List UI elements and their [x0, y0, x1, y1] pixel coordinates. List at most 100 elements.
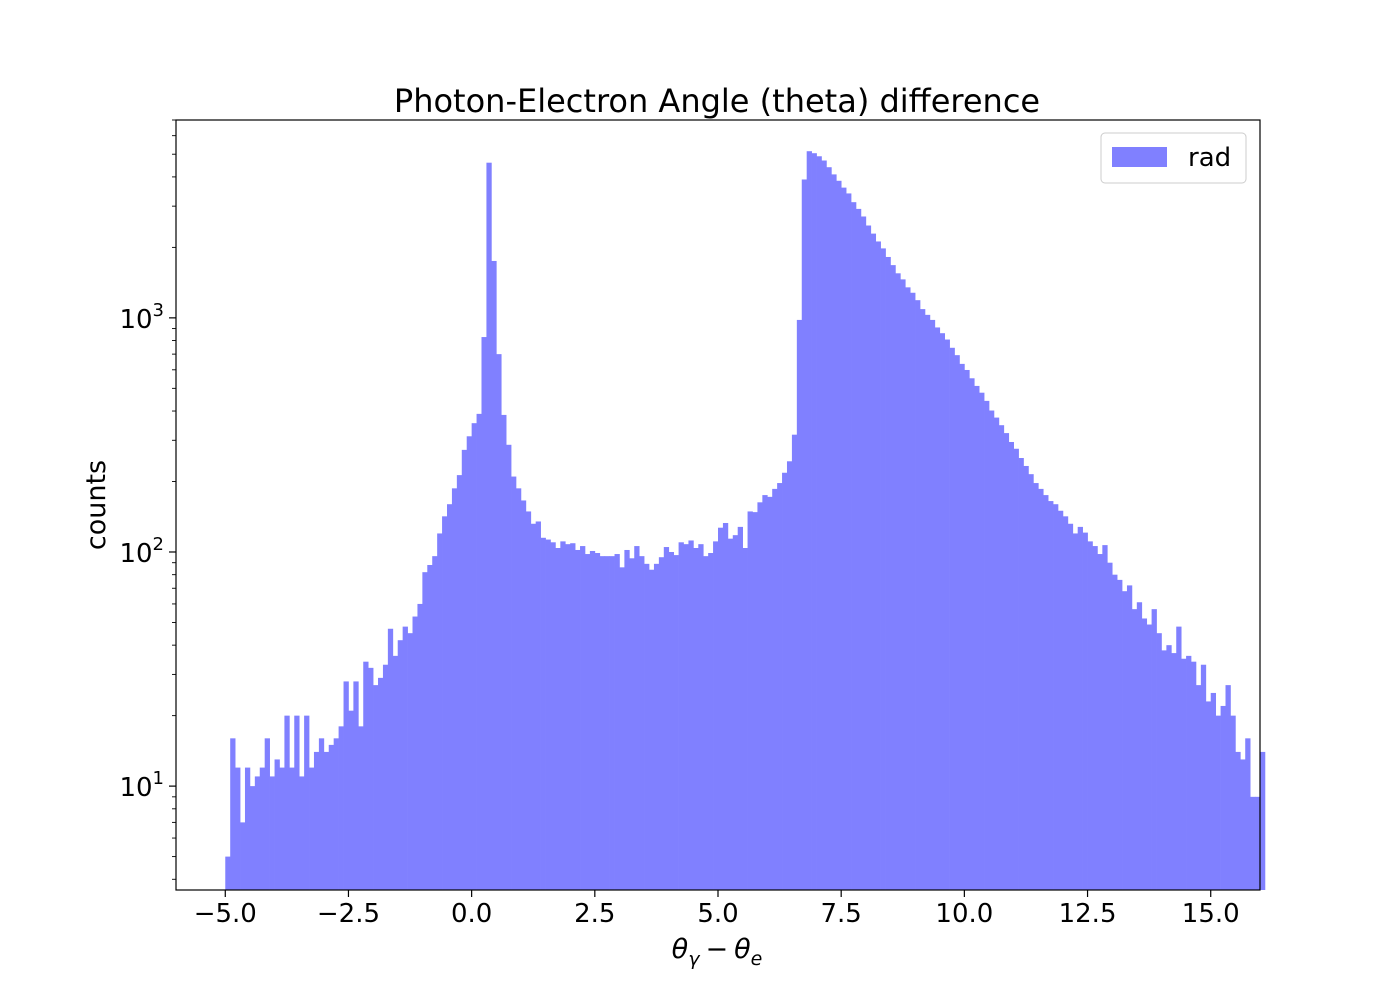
histogram-bar [855, 208, 862, 890]
histogram-bar [412, 616, 418, 890]
histogram-bar [905, 287, 911, 891]
histogram-bar [506, 444, 512, 890]
histogram-bar [1151, 609, 1157, 890]
histogram-bar [1097, 554, 1103, 890]
histogram-bar [392, 655, 399, 890]
histogram-bar [1067, 523, 1074, 890]
histogram-bar [225, 856, 231, 890]
histogram-bar [1260, 751, 1266, 890]
histogram-bar [274, 759, 280, 890]
histogram-bar [481, 337, 487, 890]
histogram-bar [254, 776, 261, 890]
histogram-bar [841, 187, 847, 890]
y-tick-exponent: 2 [153, 534, 164, 555]
histogram-bar [895, 273, 901, 890]
histogram-bar [353, 681, 359, 890]
histogram-bar [235, 767, 241, 890]
histogram-bar [580, 546, 586, 890]
histogram-bar [589, 550, 596, 890]
histogram-bar [535, 521, 541, 890]
histogram-bar [422, 572, 428, 890]
histogram-bar [722, 522, 729, 890]
x-tick-label: 2.5 [574, 899, 615, 929]
x-tick-label: −5.0 [194, 899, 257, 929]
y-tick-base: 10 [119, 539, 152, 569]
histogram-bar [653, 563, 660, 890]
histogram-bar [1117, 579, 1123, 890]
histogram-bar [525, 511, 532, 890]
chart-title: Photon-Electron Angle (theta) difference [394, 82, 1040, 120]
histogram-bar [299, 776, 305, 890]
histogram-bar [678, 542, 684, 890]
histogram-bar [920, 309, 926, 891]
histogram-bar [811, 153, 817, 890]
histogram-bar [836, 180, 842, 891]
histogram-bar [456, 475, 463, 890]
histogram-bar [1230, 715, 1236, 890]
histogram-bar [1028, 474, 1034, 890]
histogram-bar [447, 504, 453, 890]
histogram-bar [402, 626, 408, 890]
histogram-bar [1250, 796, 1256, 890]
histogram-bar [727, 538, 734, 890]
histogram-bar [476, 413, 482, 890]
histogram-bar [313, 751, 320, 890]
histogram-bar [634, 546, 640, 890]
x-label-sub-e: e [751, 948, 763, 970]
x-tick-label: −2.5 [317, 899, 380, 929]
histogram-bar [1161, 650, 1167, 890]
histogram-bar [649, 569, 655, 890]
histogram-bar [954, 355, 960, 890]
histogram-bar [486, 162, 492, 890]
histogram-bar [264, 738, 270, 890]
histogram-bar [1048, 501, 1054, 890]
y-tick-label: 102 [119, 534, 164, 569]
y-tick-label: 101 [119, 768, 164, 803]
histogram-bar [821, 160, 827, 890]
histogram-bar [1200, 664, 1207, 890]
histogram-bar [244, 767, 251, 890]
histogram-bar [515, 488, 522, 890]
y-tick-label: 103 [119, 300, 164, 335]
histogram-bar [1043, 495, 1049, 890]
histogram-bar [1038, 488, 1044, 890]
histogram-bar [698, 544, 704, 890]
histogram-bar [309, 767, 315, 890]
histogram-bar [461, 449, 468, 890]
histogram-bar [900, 279, 906, 890]
histogram-bar [816, 156, 822, 890]
histogram-bar [944, 339, 950, 890]
histogram-bar [984, 400, 990, 890]
y-axis-label: counts [81, 460, 112, 550]
histogram-bar [989, 410, 995, 890]
histogram-bar [1053, 504, 1059, 890]
legend-label-rad: rad [1188, 143, 1231, 173]
histogram-bar [959, 363, 965, 890]
histogram-bar [929, 319, 936, 890]
histogram-bar [1023, 465, 1029, 890]
x-axis: −5.0 −2.5 0.0 2.5 5.0 7.5 10.0 12.5 15.0 [194, 890, 1240, 929]
histogram-bar [1082, 532, 1088, 890]
y-tick-base: 10 [119, 305, 152, 335]
histogram-bar [511, 476, 517, 890]
histogram-bar [1003, 433, 1010, 890]
histogram-bar [619, 567, 625, 890]
histogram-bar [1210, 692, 1217, 890]
x-label-sub-gamma: γ [688, 948, 701, 970]
histogram-bar [348, 710, 354, 890]
histogram-bar [1205, 701, 1212, 890]
histogram-bar [520, 500, 527, 890]
histogram-bar [545, 539, 551, 890]
x-label-minus: − [705, 934, 728, 965]
histogram-bar [1171, 653, 1177, 890]
histogram-bar [1112, 574, 1118, 890]
histogram-bar [629, 558, 635, 890]
histogram-bar [530, 523, 537, 890]
histogram-bar [323, 751, 330, 890]
histogram-bar [865, 225, 872, 890]
histogram-bar [939, 333, 946, 890]
histogram-bar [368, 667, 374, 890]
histogram-bar [880, 248, 886, 890]
legend-swatch [1112, 147, 1167, 167]
histogram-bar [1255, 796, 1261, 890]
